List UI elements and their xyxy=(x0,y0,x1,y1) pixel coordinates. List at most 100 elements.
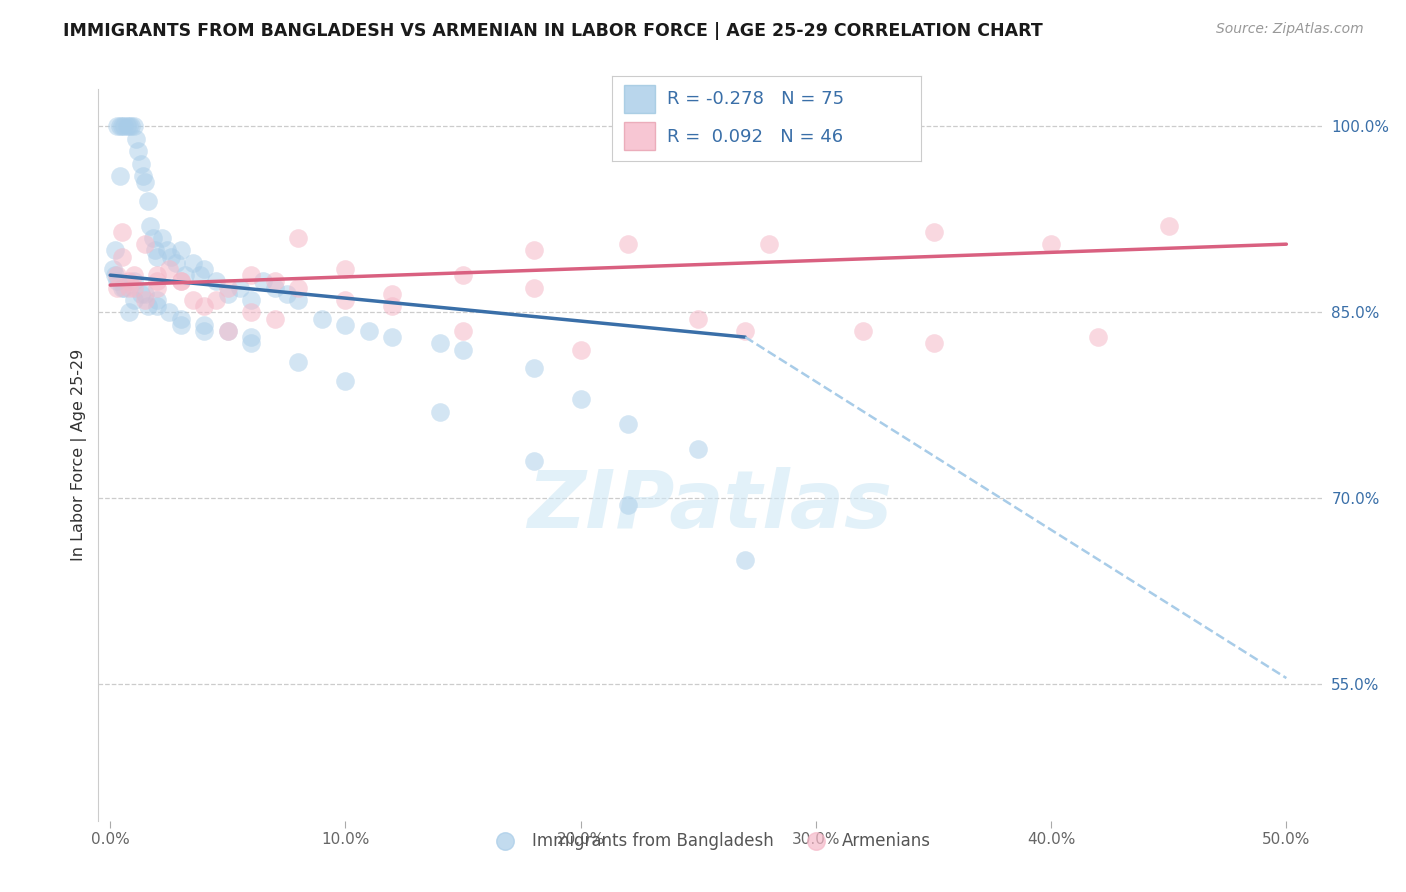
Point xyxy=(523,280,546,294)
Point xyxy=(381,330,404,344)
Point xyxy=(523,361,546,376)
Point xyxy=(122,293,145,307)
Point xyxy=(217,324,239,338)
Point xyxy=(115,120,138,134)
Point xyxy=(616,237,638,252)
Point xyxy=(134,286,156,301)
Point xyxy=(263,280,285,294)
Point xyxy=(523,454,546,468)
Point xyxy=(129,286,152,301)
Point xyxy=(451,324,474,338)
Point xyxy=(381,286,404,301)
Point xyxy=(105,280,128,294)
Point xyxy=(122,120,145,134)
Point xyxy=(287,231,309,245)
Point xyxy=(174,268,197,282)
Point xyxy=(252,274,274,288)
Point xyxy=(181,256,204,270)
Point xyxy=(170,318,193,332)
Point xyxy=(111,250,134,264)
Point xyxy=(217,286,239,301)
Point xyxy=(217,280,239,294)
Point xyxy=(263,311,285,326)
Point xyxy=(125,132,148,146)
Point xyxy=(217,324,239,338)
Point xyxy=(136,299,159,313)
Point xyxy=(287,280,309,294)
Point xyxy=(118,305,141,319)
Point xyxy=(111,225,134,239)
Point xyxy=(118,274,141,288)
Point xyxy=(139,219,162,233)
Point xyxy=(132,169,155,183)
Point xyxy=(146,280,169,294)
Point xyxy=(105,120,128,134)
Point xyxy=(616,417,638,431)
Point xyxy=(170,274,193,288)
Point xyxy=(429,336,451,351)
Point xyxy=(569,343,592,357)
Point xyxy=(157,262,180,277)
Point xyxy=(451,268,474,282)
Point xyxy=(240,330,263,344)
Point xyxy=(276,286,298,301)
Point xyxy=(569,392,592,406)
Y-axis label: In Labor Force | Age 25-29: In Labor Force | Age 25-29 xyxy=(72,349,87,561)
Point xyxy=(101,262,124,277)
Point xyxy=(193,299,215,313)
Legend: Immigrants from Bangladesh, Armenians: Immigrants from Bangladesh, Armenians xyxy=(482,825,938,856)
Point xyxy=(111,280,134,294)
Point xyxy=(143,244,166,258)
Point xyxy=(150,231,173,245)
Point xyxy=(429,404,451,418)
Point xyxy=(112,280,135,294)
Point xyxy=(120,120,142,134)
Point xyxy=(287,355,309,369)
Point xyxy=(157,305,180,319)
Point xyxy=(1087,330,1109,344)
Text: ZIPatlas: ZIPatlas xyxy=(527,467,893,545)
Point xyxy=(616,498,638,512)
Point xyxy=(523,244,546,258)
Point xyxy=(205,274,228,288)
Point xyxy=(335,374,357,388)
Point xyxy=(922,225,945,239)
Point xyxy=(758,237,780,252)
Point xyxy=(160,250,183,264)
Point xyxy=(922,336,945,351)
Point xyxy=(311,311,333,326)
Point xyxy=(287,293,309,307)
FancyBboxPatch shape xyxy=(624,122,655,151)
Point xyxy=(118,280,141,294)
Point xyxy=(146,293,169,307)
Point xyxy=(118,120,141,134)
Point xyxy=(335,293,357,307)
Point xyxy=(112,120,135,134)
Point xyxy=(228,280,250,294)
Point xyxy=(335,262,357,277)
Text: IMMIGRANTS FROM BANGLADESH VS ARMENIAN IN LABOR FORCE | AGE 25-29 CORRELATION CH: IMMIGRANTS FROM BANGLADESH VS ARMENIAN I… xyxy=(63,22,1043,40)
Point xyxy=(170,274,193,288)
Point xyxy=(141,231,163,245)
Point xyxy=(1040,237,1063,252)
Point xyxy=(193,262,215,277)
Text: R =  0.092   N = 46: R = 0.092 N = 46 xyxy=(668,128,844,146)
Point xyxy=(146,250,169,264)
Point xyxy=(122,274,145,288)
Point xyxy=(165,256,187,270)
Point xyxy=(451,343,474,357)
Point xyxy=(134,237,156,252)
Point xyxy=(108,120,131,134)
Point xyxy=(156,244,179,258)
Point xyxy=(357,324,380,338)
Point xyxy=(193,318,215,332)
Point xyxy=(335,318,357,332)
Point xyxy=(146,268,169,282)
Point xyxy=(122,280,145,294)
Text: R = -0.278   N = 75: R = -0.278 N = 75 xyxy=(668,90,845,108)
Point xyxy=(734,553,756,567)
Point xyxy=(688,442,710,456)
Point xyxy=(146,299,169,313)
Point xyxy=(105,274,128,288)
Point xyxy=(122,268,145,282)
